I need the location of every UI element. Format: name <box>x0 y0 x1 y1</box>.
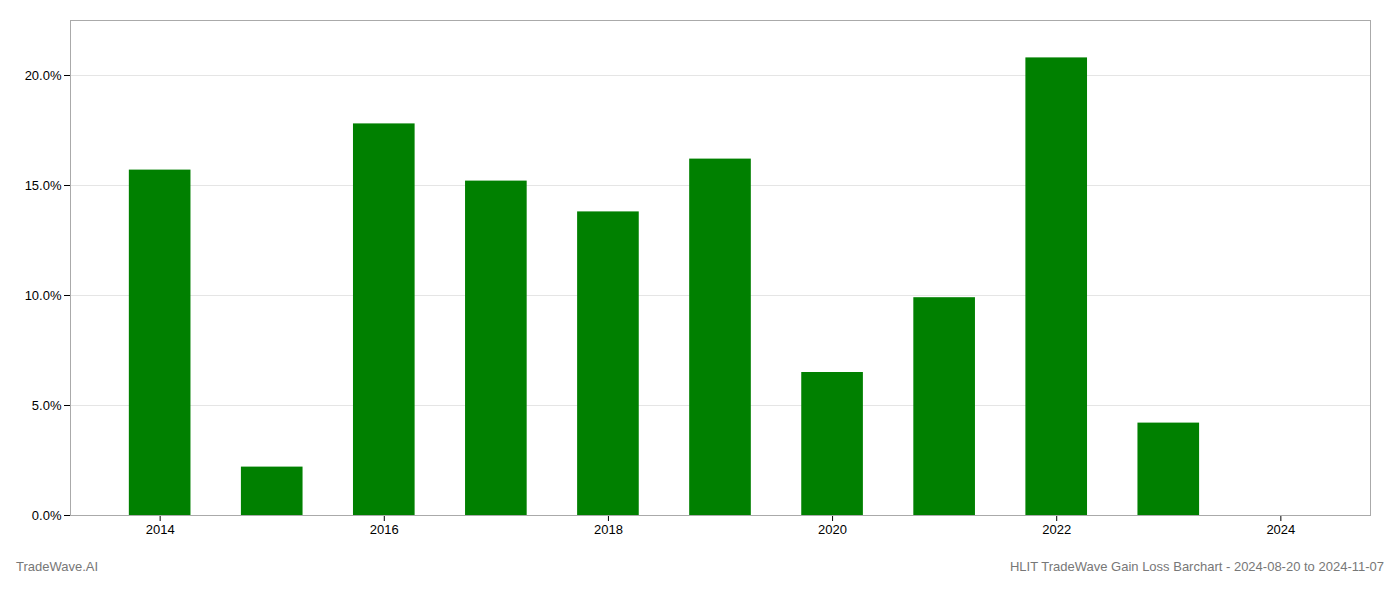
svg-text:2016: 2016 <box>370 522 399 537</box>
svg-text:20.0%: 20.0% <box>25 68 62 83</box>
svg-text:2024: 2024 <box>1266 522 1295 537</box>
svg-text:2014: 2014 <box>146 522 175 537</box>
html-text:TradeWave.AI: TradeWave.AI <box>16 559 99 574</box>
html-text:HLIT TradeWave Gain Loss Barch: HLIT TradeWave Gain Loss Barchart - 2024… <box>1009 559 1384 574</box>
svg-text:2020: 2020 <box>818 522 847 537</box>
svg-text:10.0%: 10.0% <box>25 288 62 303</box>
svg-text:2022: 2022 <box>1042 522 1071 537</box>
svg-text:15.0%: 15.0% <box>25 178 62 193</box>
svg-text:2018: 2018 <box>594 522 623 537</box>
svg-text:5.0%: 5.0% <box>32 398 62 413</box>
svg-text:0.0%: 0.0% <box>32 508 62 523</box>
